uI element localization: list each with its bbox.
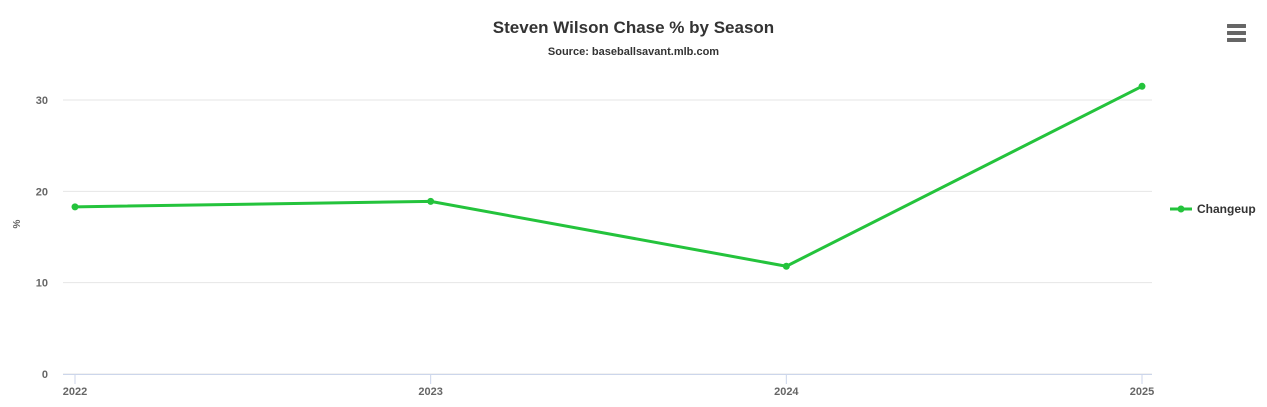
x-axis-tick-label: 2024: [774, 386, 799, 398]
y-axis-title: %: [12, 219, 23, 228]
y-axis-tick-label: 30: [36, 95, 48, 107]
x-axis-tick-label: 2025: [1130, 386, 1154, 398]
data-point[interactable]: [1138, 82, 1146, 90]
menu-bar: [1227, 31, 1246, 35]
data-point[interactable]: [427, 197, 435, 205]
y-axis-tick-label: 10: [36, 278, 48, 290]
legend-item-changeup[interactable]: Changeup: [1170, 202, 1256, 216]
x-axis-tick-label: 2022: [63, 386, 87, 398]
data-point[interactable]: [782, 262, 790, 270]
y-axis-tick-label: 0: [42, 369, 48, 381]
chart-title: Steven Wilson Chase % by Season: [492, 18, 775, 37]
legend-marker-icon: [1170, 205, 1192, 213]
legend-label: Changeup: [1197, 202, 1256, 216]
series-line-changeup: [73, 84, 1144, 268]
hamburger-menu-icon[interactable]: [1225, 22, 1249, 44]
data-point[interactable]: [71, 203, 79, 211]
chart-subtitle: Source: baseballsavant.mlb.com: [547, 46, 720, 58]
menu-bar: [1227, 24, 1246, 28]
menu-bar: [1227, 38, 1246, 42]
y-axis-tick-label: 20: [36, 186, 48, 198]
x-axis-tick-label: 2023: [418, 386, 442, 398]
